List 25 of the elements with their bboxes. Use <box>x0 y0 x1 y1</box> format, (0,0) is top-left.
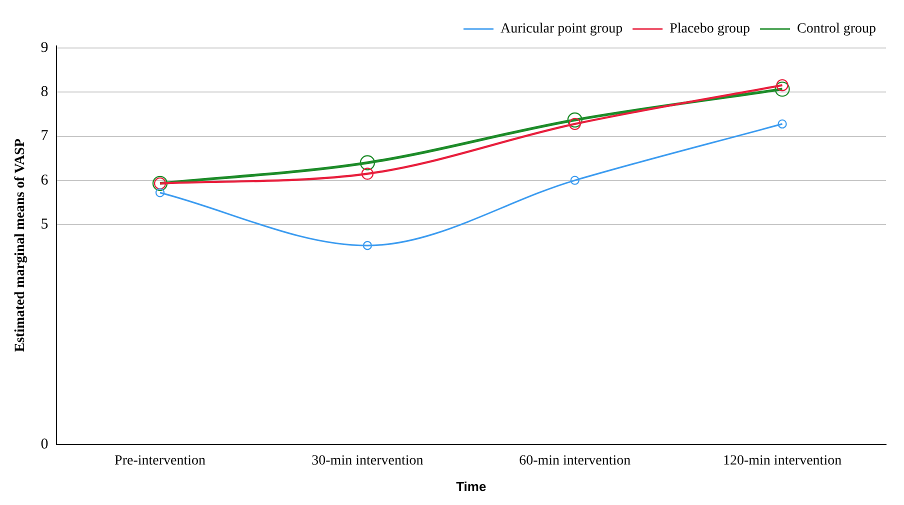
point <box>362 240 372 250</box>
y-tick-label: 6 <box>40 172 49 188</box>
y-tick-label: 0 <box>40 436 48 453</box>
x-tick-label: 120-min intervention <box>722 454 842 469</box>
x-axis-title: Time <box>456 478 486 494</box>
legend-label: Auricular point group <box>500 22 623 37</box>
point <box>155 188 165 198</box>
point <box>567 112 582 128</box>
y-tick-label: 8 <box>40 84 48 100</box>
y-tick-label: 9 <box>40 40 48 56</box>
x-tick-label: 60-min intervention <box>519 454 631 469</box>
y-axis-title: Estimated marginal means of VASP <box>13 138 28 352</box>
x-tick-label: 30-min intervention <box>312 454 424 469</box>
point <box>360 155 376 170</box>
point <box>570 176 580 185</box>
point <box>568 118 581 130</box>
point <box>776 79 788 92</box>
x-tick-label: Pre-intervention <box>114 454 206 469</box>
legend-label: Control group <box>797 22 876 37</box>
point <box>778 119 787 129</box>
legend-label: Placebo group <box>670 22 750 37</box>
point <box>361 168 374 180</box>
point <box>774 82 790 97</box>
y-tick-label: 7 <box>40 128 49 144</box>
y-tick-label: 5 <box>40 216 48 232</box>
